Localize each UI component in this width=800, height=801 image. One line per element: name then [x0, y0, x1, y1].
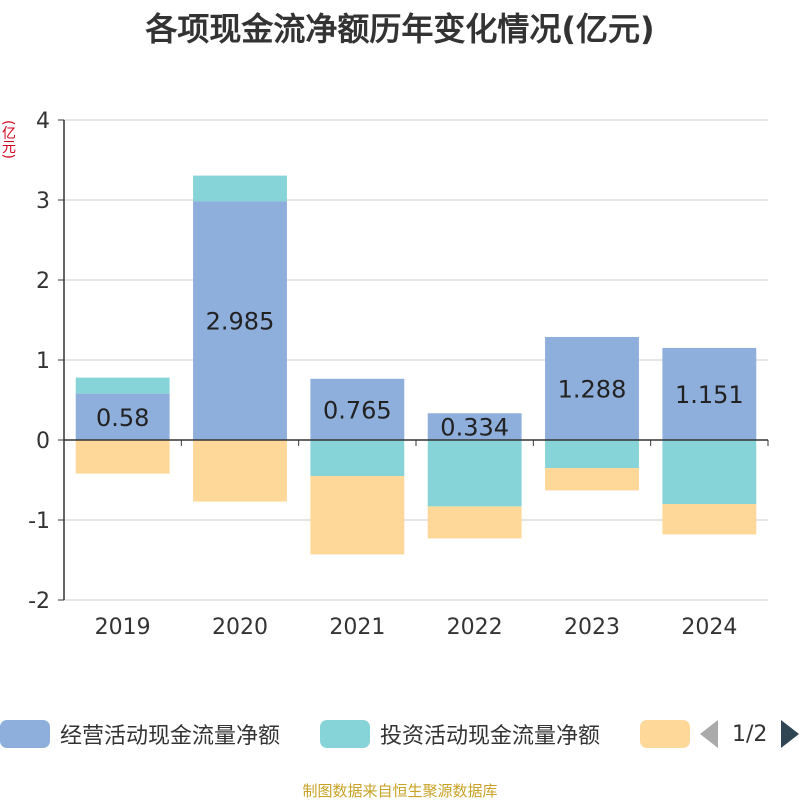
x-tick-label-2021: 2021 — [329, 615, 385, 640]
x-tick-label-2023: 2023 — [564, 615, 620, 640]
x-tick-label-2024: 2024 — [681, 615, 737, 640]
legend-swatch-financing — [640, 720, 690, 748]
y-tick-label: 3 — [36, 189, 50, 214]
bar-2-2020 — [193, 440, 287, 502]
data-label-2019: 0.58 — [96, 404, 149, 432]
data-label-2021: 0.765 — [323, 396, 392, 424]
data-label-2023: 1.288 — [558, 375, 627, 403]
legend-swatch-investing — [320, 720, 370, 748]
pager-prev-icon[interactable] — [700, 720, 718, 748]
legend: 经营活动现金流量净额 投资活动现金流量净额 1/2 — [0, 716, 800, 752]
bar-1-2020 — [193, 175, 287, 202]
bar-2-2021 — [310, 476, 405, 555]
bar-0-2022 — [427, 413, 522, 440]
y-tick-label: -1 — [28, 509, 50, 534]
y-tick-label: 4 — [36, 109, 50, 134]
bar-2-2019 — [75, 440, 170, 474]
legend-item-investing[interactable]: 投资活动现金流量净额 — [320, 716, 600, 752]
chart-title: 各项现金流净额历年变化情况(亿元) — [145, 10, 655, 48]
legend-item-financing[interactable] — [640, 716, 700, 752]
data-label-2022: 0.334 — [440, 414, 509, 442]
y-tick-label: -2 — [28, 589, 50, 614]
bar-2-2022 — [427, 506, 522, 539]
legend-label-investing: 投资活动现金流量净额 — [380, 724, 601, 749]
data-label-2024: 1.151 — [675, 381, 744, 409]
y-tick-label: 2 — [36, 269, 50, 294]
bar-2-2024 — [662, 504, 757, 535]
bar-0-2020 — [193, 201, 287, 440]
data-label-2020: 2.985 — [206, 308, 275, 336]
bar-1-2024 — [662, 440, 757, 504]
y-tick-label: 1 — [36, 349, 50, 374]
legend-pager: 1/2 — [700, 716, 800, 752]
bar-0-2023 — [545, 336, 639, 440]
bar-0-2021 — [310, 378, 405, 440]
bar-1-2023 — [545, 440, 639, 468]
bar-2-2023 — [545, 468, 639, 491]
pager-next-icon[interactable] — [781, 720, 800, 748]
y-tick-label: 0 — [36, 429, 50, 454]
bar-1-2022 — [427, 440, 522, 507]
bar-0-2019 — [75, 393, 170, 440]
y-axis-unit: (亿元) — [0, 120, 16, 159]
data-source-note: 制图数据来自恒生聚源数据库 — [302, 782, 498, 800]
stacked-bar-chart: -2 -1 0 1 2 3 4 0.58 2.985 0.765 0.334 1.288 1.151 20… — [28, 109, 769, 640]
bar-1-2019 — [75, 377, 170, 394]
pager-page-indicator: 1/2 — [732, 721, 768, 747]
legend-item-operating[interactable]: 经营活动现金流量净额 — [0, 716, 280, 752]
legend-swatch-operating — [0, 720, 50, 748]
bar-1-2021 — [310, 440, 405, 476]
x-tick-label-2022: 2022 — [447, 615, 503, 640]
bar-0-2024 — [662, 347, 757, 440]
legend-label-operating: 经营活动现金流量净额 — [60, 724, 281, 749]
x-tick-label-2019: 2019 — [95, 615, 151, 640]
x-tick-label-2020: 2020 — [212, 615, 268, 640]
